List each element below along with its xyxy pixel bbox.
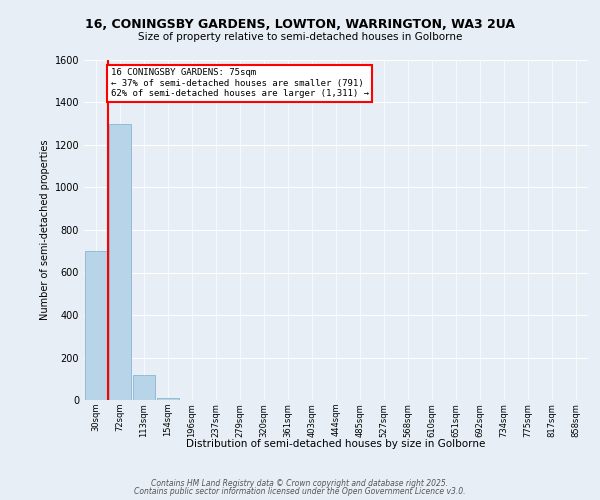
Text: Contains HM Land Registry data © Crown copyright and database right 2025.: Contains HM Land Registry data © Crown c… bbox=[151, 478, 449, 488]
Bar bbox=[157, 398, 179, 400]
Text: Contains public sector information licensed under the Open Government Licence v3: Contains public sector information licen… bbox=[134, 487, 466, 496]
Text: 16, CONINGSBY GARDENS, LOWTON, WARRINGTON, WA3 2UA: 16, CONINGSBY GARDENS, LOWTON, WARRINGTO… bbox=[85, 18, 515, 30]
Text: 16 CONINGSBY GARDENS: 75sqm
← 37% of semi-detached houses are smaller (791)
62% : 16 CONINGSBY GARDENS: 75sqm ← 37% of sem… bbox=[111, 68, 369, 98]
Y-axis label: Number of semi-detached properties: Number of semi-detached properties bbox=[40, 140, 50, 320]
Bar bbox=[109, 124, 131, 400]
Bar bbox=[133, 374, 155, 400]
X-axis label: Distribution of semi-detached houses by size in Golborne: Distribution of semi-detached houses by … bbox=[187, 440, 485, 450]
Text: Size of property relative to semi-detached houses in Golborne: Size of property relative to semi-detach… bbox=[138, 32, 462, 42]
Bar bbox=[85, 251, 107, 400]
